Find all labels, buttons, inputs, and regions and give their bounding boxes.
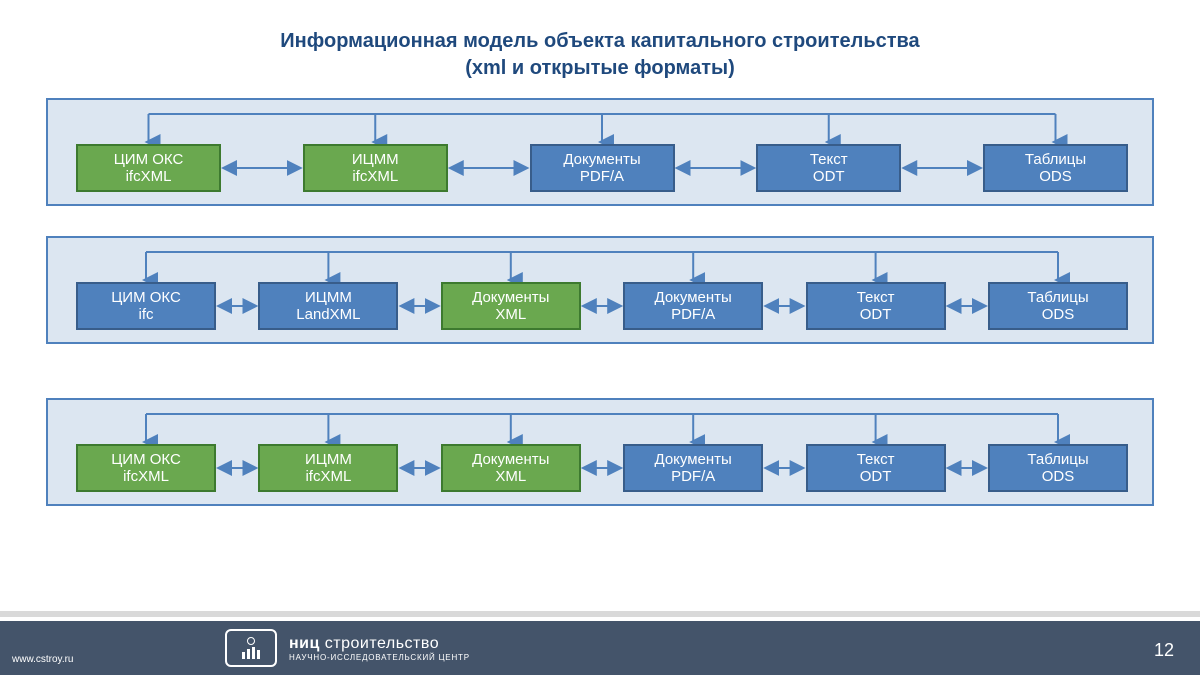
logo-rest: строительство — [320, 635, 439, 652]
node-r0-3: ТекстODT — [756, 144, 901, 192]
node-r1-0: ЦИМ ОКСifc — [76, 282, 216, 330]
node-line2: LandXML — [296, 306, 360, 323]
node-line2: ODT — [813, 168, 845, 185]
node-line2: ifc — [138, 306, 153, 323]
node-line2: PDF/A — [580, 168, 624, 185]
node-line2: ODS — [1042, 306, 1075, 323]
node-line1: Документы — [655, 289, 732, 306]
node-line1: Документы — [563, 151, 640, 168]
node-line1: ЦИМ ОКС — [114, 151, 184, 168]
node-line1: Таблицы — [1027, 451, 1088, 468]
node-r0-1: ИЦММifcXML — [303, 144, 448, 192]
node-line1: Таблицы — [1025, 151, 1086, 168]
node-r1-4: ТекстODT — [806, 282, 946, 330]
node-r1-3: ДокументыPDF/A — [623, 282, 763, 330]
node-line1: ИЦММ — [305, 451, 352, 468]
title-line2: (xml и открытые форматы) — [465, 57, 735, 79]
node-line2: ODT — [860, 306, 892, 323]
node-line2: ifcXML — [123, 468, 169, 485]
node-line2: PDF/A — [671, 306, 715, 323]
node-r0-2: ДокументыPDF/A — [530, 144, 675, 192]
node-r1-1: ИЦММLandXML — [258, 282, 398, 330]
node-line2: ifcXML — [305, 468, 351, 485]
row-container-1: ЦИМ ОКСifcИЦММLandXMLДокументыXMLДокумен… — [46, 236, 1154, 344]
node-r1-2: ДокументыXML — [441, 282, 581, 330]
logo-icon — [225, 629, 277, 667]
node-line1: Документы — [655, 451, 732, 468]
node-r2-3: ДокументыPDF/A — [623, 444, 763, 492]
node-r2-2: ДокументыXML — [441, 444, 581, 492]
node-line1: ЦИМ ОКС — [111, 289, 181, 306]
logo-bold: ниц — [289, 635, 320, 652]
node-line2: ODS — [1039, 168, 1072, 185]
node-r0-4: ТаблицыODS — [983, 144, 1128, 192]
footer-url: www.cstroy.ru — [12, 654, 74, 665]
title-line1: Информационная модель объекта капитально… — [280, 30, 919, 52]
node-line1: Текст — [857, 451, 895, 468]
node-line1: ИЦММ — [352, 151, 399, 168]
footer-logo: ниц строительство НАУЧНО-ИССЛЕДОВАТЕЛЬСК… — [225, 629, 470, 667]
node-line1: Документы — [472, 451, 549, 468]
node-line1: Текст — [810, 151, 848, 168]
node-line1: ЦИМ ОКС — [111, 451, 181, 468]
node-r2-0: ЦИМ ОКСifcXML — [76, 444, 216, 492]
node-line1: Документы — [472, 289, 549, 306]
row-container-0: ЦИМ ОКСifcXMLИЦММifcXMLДокументыPDF/AТек… — [46, 98, 1154, 206]
node-line2: PDF/A — [671, 468, 715, 485]
node-line2: XML — [495, 306, 526, 323]
node-line2: ifcXML — [126, 168, 172, 185]
node-line1: Текст — [857, 289, 895, 306]
logo-text: ниц строительство НАУЧНО-ИССЛЕДОВАТЕЛЬСК… — [289, 635, 470, 662]
node-line2: XML — [495, 468, 526, 485]
footer-stripe — [0, 611, 1200, 617]
node-line1: ИЦММ — [305, 289, 352, 306]
node-line2: ODS — [1042, 468, 1075, 485]
node-r2-5: ТаблицыODS — [988, 444, 1128, 492]
node-line2: ODT — [860, 468, 892, 485]
row-container-2: ЦИМ ОКСifcXMLИЦММifcXMLДокументыXMLДокум… — [46, 398, 1154, 506]
node-r2-1: ИЦММifcXML — [258, 444, 398, 492]
node-line1: Таблицы — [1027, 289, 1088, 306]
node-r0-0: ЦИМ ОКСifcXML — [76, 144, 221, 192]
footer: www.cstroy.ru ниц строительство НАУЧНО-И… — [0, 621, 1200, 675]
node-line2: ifcXML — [352, 168, 398, 185]
node-r2-4: ТекстODT — [806, 444, 946, 492]
node-r1-5: ТаблицыODS — [988, 282, 1128, 330]
slide: Информационная модель объекта капитально… — [0, 0, 1200, 675]
page-number: 12 — [1154, 640, 1174, 661]
logo-subtitle: НАУЧНО-ИССЛЕДОВАТЕЛЬСКИЙ ЦЕНТР — [289, 653, 470, 662]
slide-title: Информационная модель объекта капитально… — [0, 28, 1200, 82]
